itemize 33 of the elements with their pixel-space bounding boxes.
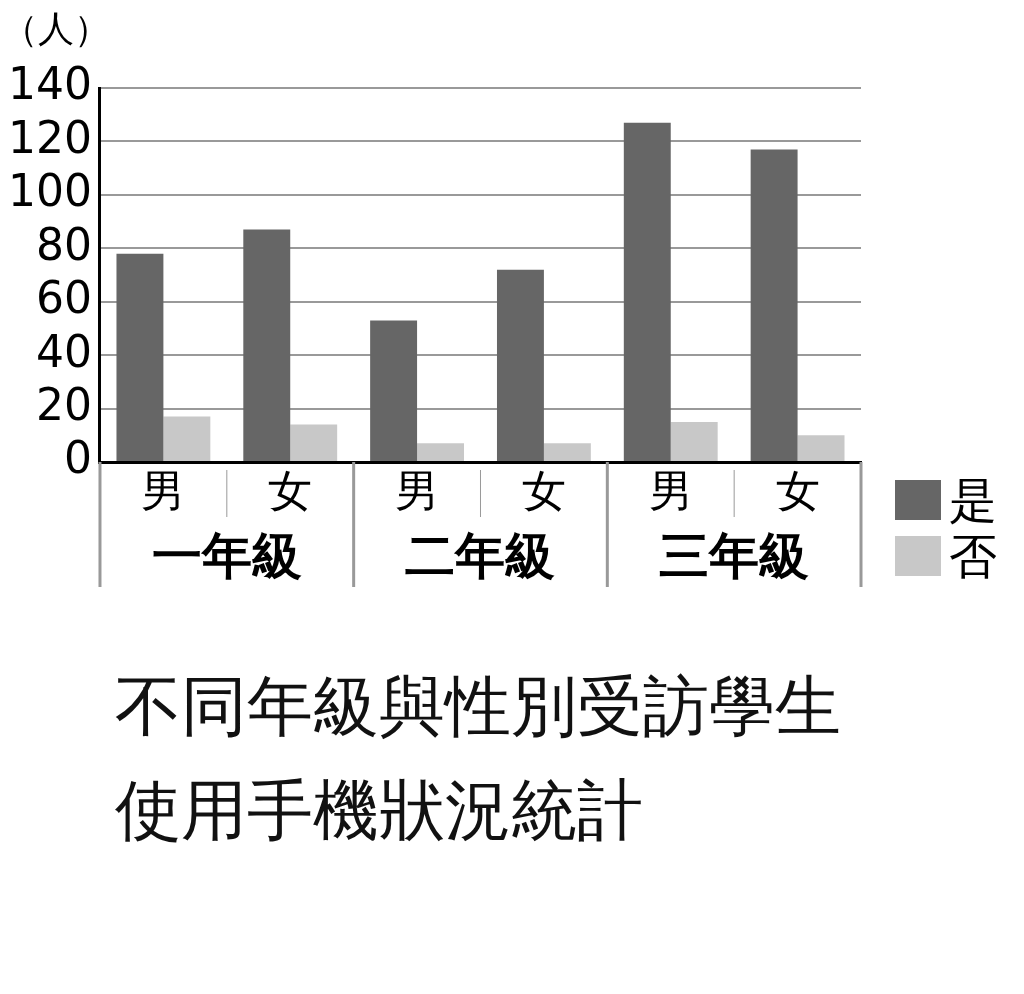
bar [417, 443, 464, 461]
bar [370, 320, 418, 461]
bar [290, 424, 338, 461]
bar [543, 443, 591, 461]
bar [243, 229, 291, 461]
text: 三年級 [659, 526, 810, 585]
y-tick-label: 0 [63, 432, 92, 484]
bar [750, 149, 798, 461]
y-tick-label: 80 [35, 218, 92, 270]
text: 一年級 [151, 526, 302, 585]
y-tick-label: 60 [35, 272, 92, 324]
x-tick-label: 女 [775, 464, 820, 516]
y-tick-label: 140 [8, 58, 92, 110]
y-tick-label: 20 [35, 379, 92, 431]
bar [496, 269, 544, 461]
bar [797, 435, 845, 461]
x-tick-label: 男 [395, 464, 440, 516]
bar [623, 122, 671, 461]
bar [116, 253, 164, 461]
x-tick-label: 女 [268, 464, 313, 516]
legend-label: 否 [948, 528, 997, 584]
y-tick-label: 120 [8, 111, 92, 163]
y-axis-title: （人） [2, 8, 110, 50]
y-tick-label: 100 [8, 165, 92, 217]
y-tick-label: 40 [35, 325, 92, 377]
legend-label: 是 [948, 472, 997, 528]
bar [670, 421, 718, 461]
x-tick-label: 女 [521, 464, 566, 516]
bar [163, 416, 211, 461]
x-tick-label: 男 [141, 464, 186, 516]
x-tick-label: 男 [648, 464, 693, 516]
text: 不同年級與性別受訪學生使用手機狀況統計 [115, 667, 842, 851]
text: 二年級 [405, 526, 556, 585]
